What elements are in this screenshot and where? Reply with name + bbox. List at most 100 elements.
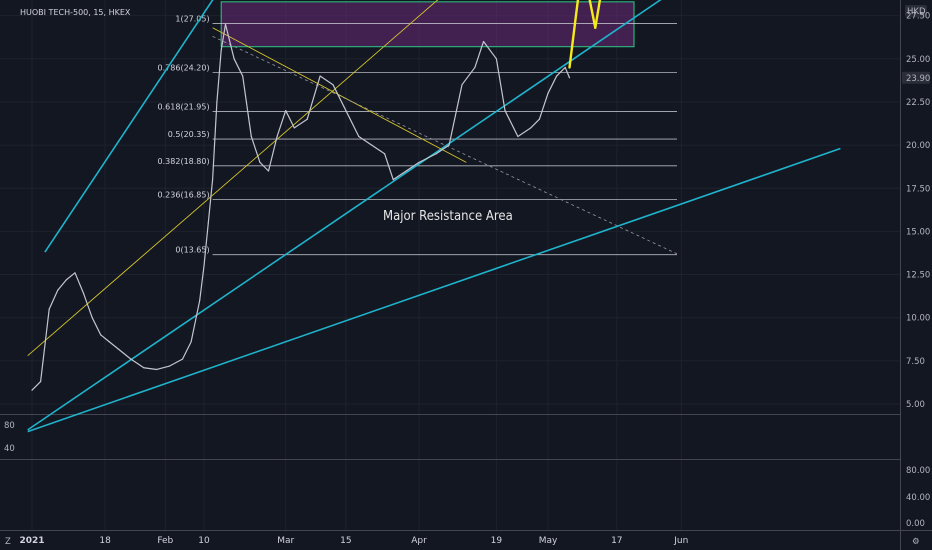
fib-level-label: 1(27.05) bbox=[175, 14, 209, 23]
timezone-z-icon[interactable]: Z bbox=[5, 537, 11, 547]
price-segment bbox=[474, 40, 485, 69]
price-segment bbox=[530, 118, 541, 129]
price-segment bbox=[371, 144, 386, 155]
price-segment bbox=[199, 265, 205, 302]
price-segment bbox=[517, 127, 532, 138]
price-segment bbox=[345, 109, 360, 138]
fib-level-label: 0.236(16.85) bbox=[158, 190, 210, 199]
price-segment bbox=[216, 49, 222, 103]
falling-trendline bbox=[212, 27, 467, 163]
price-segment bbox=[212, 101, 218, 181]
volume-tick-label: 80 bbox=[4, 421, 15, 431]
price-segment bbox=[57, 279, 68, 291]
fib-level-label: 0.382(18.80) bbox=[158, 157, 210, 166]
price-segment bbox=[306, 75, 321, 120]
y-tick-label: 12.50 bbox=[906, 271, 930, 281]
y-tick-label: 20.00 bbox=[906, 141, 930, 151]
rising-support-trendline bbox=[27, 0, 662, 431]
time-axis[interactable]: 2021 18 Feb 10 Mar 15 Apr 19 May 17 Jun bbox=[19, 536, 688, 546]
x-tick-label: 18 bbox=[99, 536, 111, 546]
price-segment bbox=[384, 153, 394, 181]
price-segment bbox=[276, 109, 287, 138]
price-segment bbox=[65, 272, 76, 281]
price-segment bbox=[220, 23, 227, 51]
price-segment bbox=[555, 66, 566, 77]
grid bbox=[0, 0, 900, 530]
oscillator-tick-label: 80.00 bbox=[906, 466, 930, 476]
symbol-title: HUOBI TECH-500, 15, HKEX bbox=[20, 8, 131, 17]
price-segment bbox=[250, 135, 261, 163]
forecast-segment bbox=[568, 0, 580, 69]
x-tick-label: 2021 bbox=[19, 536, 44, 546]
currency-label: HKD bbox=[907, 7, 926, 17]
oscillator-tick-label: 40.00 bbox=[906, 493, 930, 503]
oscillator-axis: 80.00 40.00 0.00 bbox=[906, 466, 930, 529]
price-segment bbox=[448, 84, 463, 146]
price-segment bbox=[418, 153, 437, 163]
last-price-badge: 23.90 bbox=[902, 71, 930, 84]
y-tick-label: 17.50 bbox=[906, 184, 930, 194]
price-segment bbox=[564, 66, 571, 79]
price-segment bbox=[203, 222, 209, 267]
price-segment bbox=[504, 109, 519, 138]
currency-badge[interactable]: HKD bbox=[905, 5, 927, 17]
upper-channel-trendline bbox=[44, 0, 214, 253]
price-segment bbox=[224, 23, 235, 60]
fib-level-label: 0.618(21.95) bbox=[158, 102, 210, 111]
price-segment bbox=[190, 299, 201, 343]
price-segment bbox=[482, 40, 497, 60]
price-segment bbox=[100, 334, 111, 343]
x-tick-label: Feb bbox=[157, 536, 173, 546]
price-segment bbox=[108, 341, 119, 350]
price-segment bbox=[31, 380, 42, 391]
oscillator-tick-label: 0.00 bbox=[906, 519, 925, 529]
price-segment bbox=[233, 58, 244, 77]
price-segment bbox=[181, 341, 192, 360]
price-segment bbox=[117, 348, 132, 360]
settings-gear-icon[interactable]: ⚙ bbox=[912, 537, 920, 547]
price-segment bbox=[435, 144, 450, 155]
x-tick-label: Apr bbox=[411, 536, 427, 546]
fib-levels: 0(13.65) 0.236(16.85) 0.382(18.80) 0.5(20.3… bbox=[158, 14, 677, 256]
last-price-label: 23.90 bbox=[906, 74, 930, 84]
price-segment bbox=[285, 109, 295, 129]
price-segment bbox=[267, 135, 278, 172]
y-tick-label: 22.50 bbox=[906, 98, 930, 108]
price-segment bbox=[358, 135, 373, 146]
dashed-decline-line bbox=[212, 35, 678, 255]
x-tick-label: 15 bbox=[340, 536, 351, 546]
price-axis[interactable]: 5.00 7.50 10.00 12.50 15.00 17.50 20.00 22.50 25… bbox=[906, 0, 930, 410]
y-tick-label: 15.00 bbox=[906, 227, 930, 237]
price-segment bbox=[461, 66, 476, 86]
price-segment bbox=[74, 272, 85, 295]
price-segment bbox=[538, 92, 549, 120]
x-tick-label: Mar bbox=[277, 536, 294, 546]
y-tick-label: 5.00 bbox=[906, 400, 925, 410]
volume-tick-label: 40 bbox=[4, 444, 15, 454]
resistance-zone bbox=[220, 1, 635, 48]
y-tick-label: 25.00 bbox=[906, 55, 930, 65]
projection-trendline bbox=[27, 0, 439, 357]
fib-level-label: 0.5(20.35) bbox=[168, 130, 210, 139]
price-series-layer bbox=[31, 23, 571, 391]
drawn-trendlines bbox=[27, 0, 841, 433]
price-segment bbox=[169, 358, 184, 367]
forecast-segment bbox=[588, 0, 597, 29]
price-segment bbox=[91, 317, 102, 336]
y-tick-label: 10.00 bbox=[906, 314, 930, 324]
volume-axis: 80 40 bbox=[4, 421, 15, 454]
y-tick-label: 27.50 bbox=[906, 12, 930, 22]
price-segment bbox=[259, 161, 270, 172]
x-tick-label: May bbox=[539, 536, 558, 546]
price-segment bbox=[207, 179, 214, 224]
y-tick-label: 7.50 bbox=[906, 357, 925, 367]
price-segment bbox=[293, 118, 308, 129]
resistance-zone-layer bbox=[220, 1, 635, 48]
fib-level-label: 0(13.65) bbox=[175, 246, 209, 255]
price-segment bbox=[156, 365, 171, 371]
x-tick-label: 10 bbox=[198, 536, 210, 546]
forecast-layer bbox=[568, 0, 602, 69]
x-tick-label: 17 bbox=[611, 536, 622, 546]
price-segment bbox=[48, 289, 59, 310]
